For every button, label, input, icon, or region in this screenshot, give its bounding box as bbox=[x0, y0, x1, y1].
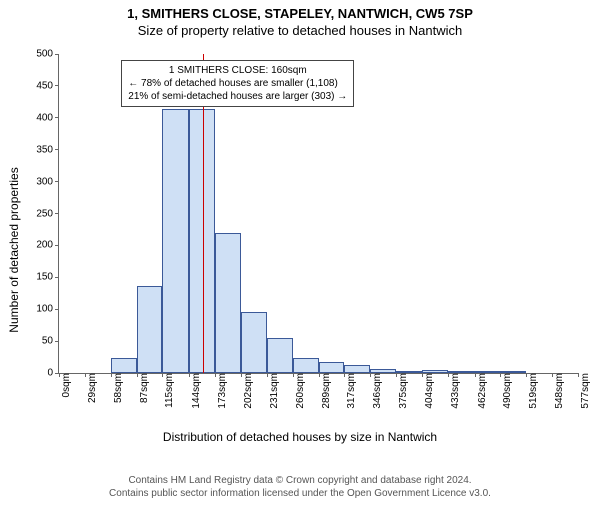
x-tick-label: 58sqm bbox=[111, 373, 124, 403]
x-tick-label: 29sqm bbox=[85, 373, 98, 403]
histogram-bar bbox=[396, 371, 422, 373]
x-tick-label: 317sqm bbox=[344, 373, 357, 409]
x-tick-label: 462sqm bbox=[475, 373, 488, 409]
histogram-bar bbox=[189, 109, 215, 373]
footer-line2: Contains public sector information licen… bbox=[0, 487, 600, 500]
y-tick-label: 100 bbox=[36, 304, 59, 315]
y-tick-label: 400 bbox=[36, 112, 59, 123]
y-tick-label: 250 bbox=[36, 208, 59, 219]
y-tick-label: 300 bbox=[36, 176, 59, 187]
x-tick-label: 375sqm bbox=[396, 373, 409, 409]
histogram-bar bbox=[111, 358, 137, 373]
y-tick-label: 450 bbox=[36, 80, 59, 91]
x-tick-label: 260sqm bbox=[293, 373, 306, 409]
x-tick-label: 202sqm bbox=[241, 373, 254, 409]
histogram-bar bbox=[370, 369, 396, 373]
x-tick-label: 404sqm bbox=[422, 373, 435, 409]
histogram-bar bbox=[241, 312, 267, 373]
x-tick-label: 231sqm bbox=[267, 373, 280, 409]
x-tick-label: 173sqm bbox=[215, 373, 228, 409]
histogram-bar bbox=[267, 338, 293, 373]
histogram-bar bbox=[293, 358, 319, 373]
x-tick-label: 87sqm bbox=[137, 373, 150, 403]
histogram-bar bbox=[448, 371, 474, 373]
footer-attribution: Contains HM Land Registry data © Crown c… bbox=[0, 474, 600, 500]
histogram-bar bbox=[475, 371, 500, 373]
x-tick-label: 490sqm bbox=[500, 373, 513, 409]
annotation-line2: ← 78% of detached houses are smaller (1,… bbox=[128, 77, 347, 90]
histogram-bar bbox=[215, 233, 241, 373]
x-tick-label: 548sqm bbox=[552, 373, 565, 409]
x-axis-label: Distribution of detached houses by size … bbox=[0, 430, 600, 444]
histogram-bar bbox=[500, 371, 526, 373]
histogram-bar bbox=[319, 362, 344, 373]
x-tick-label: 144sqm bbox=[189, 373, 202, 409]
page-title-line2: Size of property relative to detached ho… bbox=[0, 23, 600, 38]
y-tick-label: 50 bbox=[42, 336, 59, 347]
histogram-bar bbox=[137, 286, 162, 373]
x-tick-label: 577sqm bbox=[578, 373, 591, 409]
annotation-line1: 1 SMITHERS CLOSE: 160sqm bbox=[128, 64, 347, 77]
x-tick-label: 519sqm bbox=[526, 373, 539, 409]
y-tick-label: 500 bbox=[36, 49, 59, 60]
x-tick-label: 0sqm bbox=[59, 373, 72, 397]
y-tick-label: 350 bbox=[36, 144, 59, 155]
chart-container: Number of detached properties 0501001502… bbox=[0, 50, 600, 450]
footer-line1: Contains HM Land Registry data © Crown c… bbox=[0, 474, 600, 487]
x-tick-label: 346sqm bbox=[370, 373, 383, 409]
x-tick-label: 433sqm bbox=[448, 373, 461, 409]
y-axis-label: Number of detached properties bbox=[7, 167, 21, 332]
y-tick-label: 0 bbox=[47, 368, 59, 379]
annotation-line3: 21% of semi-detached houses are larger (… bbox=[128, 90, 347, 103]
histogram-bar bbox=[344, 365, 370, 373]
y-tick-label: 150 bbox=[36, 272, 59, 283]
histogram-bar bbox=[162, 109, 188, 373]
x-tick-label: 115sqm bbox=[162, 373, 175, 408]
y-tick-label: 200 bbox=[36, 240, 59, 251]
x-tick-label: 289sqm bbox=[319, 373, 332, 409]
histogram-bar bbox=[422, 370, 448, 373]
annotation-box: 1 SMITHERS CLOSE: 160sqm← 78% of detache… bbox=[121, 60, 354, 107]
page-title-line1: 1, SMITHERS CLOSE, STAPELEY, NANTWICH, C… bbox=[0, 6, 600, 21]
histogram-plot: 0501001502002503003504004505000sqm29sqm5… bbox=[58, 54, 578, 374]
